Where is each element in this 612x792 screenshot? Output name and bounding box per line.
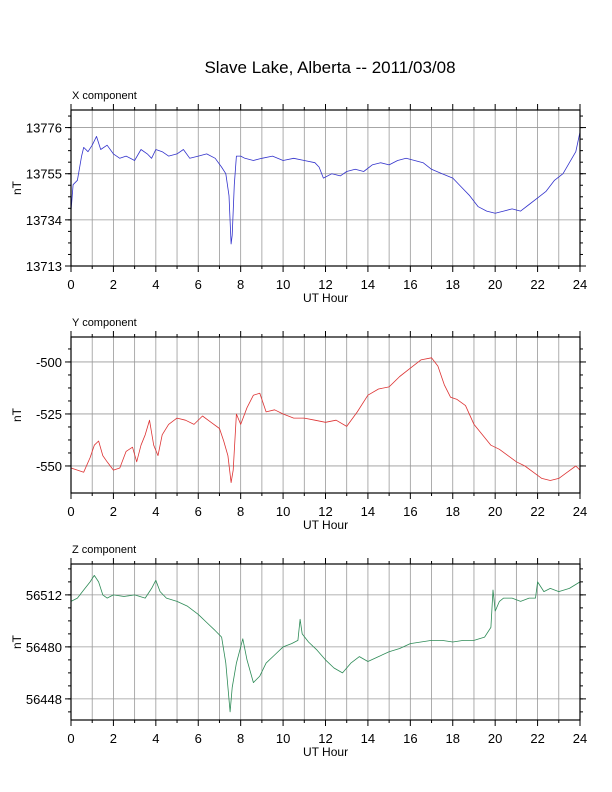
x-tick-label: 12	[318, 504, 332, 519]
x-tick-label: 6	[195, 277, 202, 292]
x-tick-label: 22	[530, 731, 544, 746]
x-tick-label: 16	[403, 504, 417, 519]
x-axis-label: UT Hour	[303, 745, 348, 759]
y-axis-label: nT	[10, 407, 24, 422]
page-title: Slave Lake, Alberta -- 2011/03/08	[204, 58, 456, 77]
x-component-panel: X component 0 2 4 6 8 10 12 14 16 18 20 22 24 13713 13…	[0, 90, 612, 317]
y-tick-label: 56448	[26, 692, 62, 707]
x-tick-label: 8	[237, 277, 244, 292]
x-tick-label: 14	[361, 504, 375, 519]
x-axis-label: UT Hour	[303, 518, 348, 532]
x-tick-label: 0	[67, 504, 74, 519]
x-tick-label: 2	[110, 731, 117, 746]
x-tick-label: 10	[276, 504, 290, 519]
x-tick-label: 24	[573, 277, 587, 292]
x-tick-label: 2	[110, 277, 117, 292]
x-tick-label: 18	[446, 504, 460, 519]
x-tick-label: 22	[530, 504, 544, 519]
panel-title: Y component	[72, 317, 137, 329]
x-tick-label: 4	[152, 277, 159, 292]
y-axis-label: nT	[10, 180, 24, 195]
x-tick-label: 20	[488, 731, 502, 746]
panel-title: X component	[72, 90, 137, 102]
x-tick-label: 12	[318, 277, 332, 292]
x-tick-label: 4	[152, 504, 159, 519]
x-tick-label: 0	[67, 277, 74, 292]
data-line	[70, 357, 581, 483]
y-tick-label: 56512	[26, 588, 62, 603]
x-tick-label: 24	[573, 504, 587, 519]
x-tick-label: 14	[361, 731, 375, 746]
y-tick-label: 56480	[26, 640, 62, 655]
x-tick-label: 20	[488, 277, 502, 292]
x-axis-label: UT Hour	[303, 291, 348, 305]
x-tick-label: 0	[67, 731, 74, 746]
y-axis-label: nT	[10, 634, 24, 649]
x-tick-label: 22	[530, 277, 544, 292]
x-tick-label: 16	[403, 731, 417, 746]
y-tick-label: 13776	[26, 121, 62, 136]
x-tick-label: 24	[573, 731, 587, 746]
x-component-chart: 0 2 4 6 8 10 12 14 16 18 20 22 241371313734137551377…	[10, 104, 587, 305]
x-tick-label: 10	[276, 731, 290, 746]
y-component-panel: Y component 0 2 4 6 8 10 12 14 16 18 20 22 24 -500 -52…	[0, 317, 612, 544]
y-tick-label: -500	[36, 355, 62, 370]
y-tick-label: 13755	[26, 167, 62, 182]
data-line	[70, 131, 581, 245]
x-tick-label: 18	[446, 731, 460, 746]
y-tick-label: -525	[36, 407, 62, 422]
panel-title: Z component	[72, 544, 137, 556]
x-tick-label: 6	[195, 504, 202, 519]
x-tick-label: 12	[318, 731, 332, 746]
y-tick-label: 13713	[26, 259, 62, 274]
y-tick-label: -550	[36, 459, 62, 474]
x-tick-label: 8	[237, 504, 244, 519]
x-tick-label: 2	[110, 504, 117, 519]
x-tick-label: 6	[195, 731, 202, 746]
x-tick-label: 8	[237, 731, 244, 746]
data-line	[70, 575, 581, 713]
x-tick-label: 20	[488, 504, 502, 519]
x-tick-label: 14	[361, 277, 375, 292]
z-component-panel: Z component 0 2 4 6 8 10 12 14 16 18 20 22 24 56448 56…	[0, 544, 612, 771]
x-tick-label: 10	[276, 277, 290, 292]
x-tick-label: 16	[403, 277, 417, 292]
y-tick-label: 13734	[26, 213, 62, 228]
x-tick-label: 18	[446, 277, 460, 292]
x-tick-label: 4	[152, 731, 159, 746]
